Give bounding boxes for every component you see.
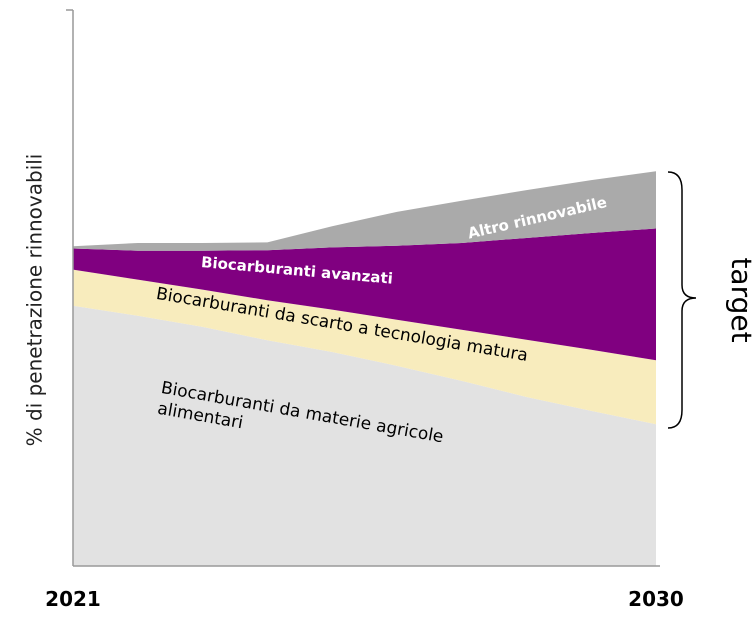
- x-tick-label: 2030: [628, 587, 684, 611]
- area: [73, 269, 656, 425]
- target-label: target: [725, 257, 754, 342]
- y-axis-label: % di penetrazione rinnovabili: [23, 154, 47, 447]
- area: [73, 171, 656, 251]
- area: [73, 228, 656, 361]
- x-tick-label: 2021: [45, 587, 101, 611]
- area: [73, 305, 656, 566]
- target-bracket: [667, 171, 697, 429]
